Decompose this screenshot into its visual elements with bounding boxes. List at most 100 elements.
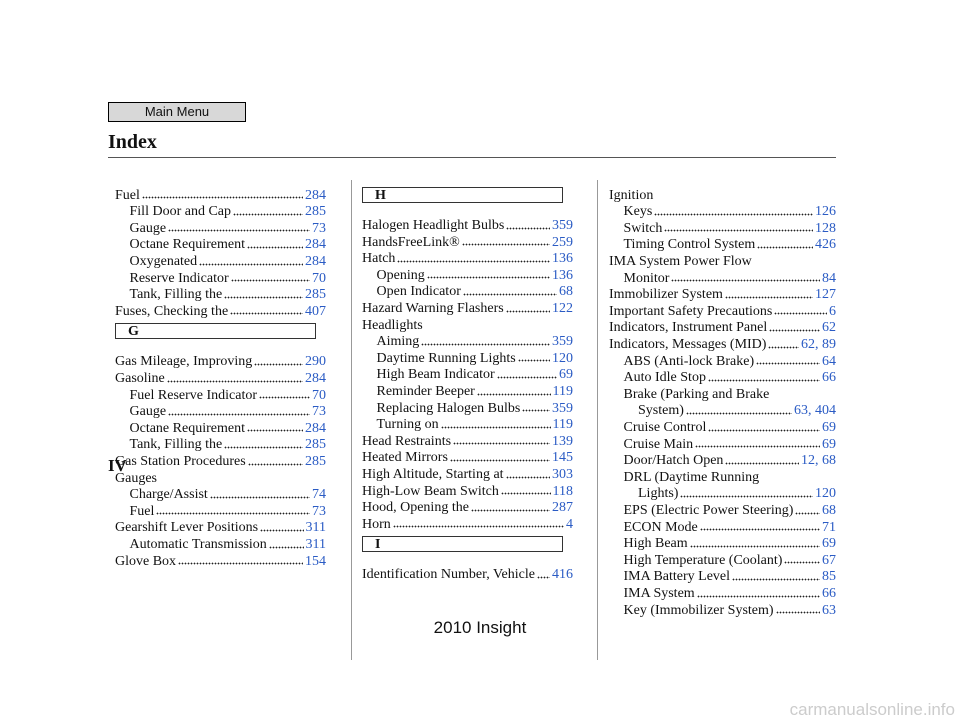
page-link[interactable]: 416 (552, 567, 573, 583)
dot-leader (421, 342, 550, 347)
index-term: Cruise Main (623, 436, 694, 452)
page-link[interactable]: 407 (305, 303, 326, 319)
page-link[interactable]: 70 (312, 387, 326, 403)
page-link[interactable]: 136 (552, 251, 573, 267)
page-link[interactable]: 66 (822, 585, 836, 601)
page-link[interactable]: 284 (305, 420, 326, 436)
page-link[interactable]: 69 (822, 436, 836, 452)
page-link[interactable]: 62, 89 (801, 337, 836, 353)
page-link[interactable]: 139 (552, 433, 573, 449)
index-term: EPS (Electric Power Steering) (623, 502, 794, 518)
page-link[interactable]: 119 (552, 417, 573, 433)
page-link[interactable]: 68 (822, 502, 836, 518)
dot-leader (470, 508, 550, 513)
page-link[interactable]: 128 (815, 220, 836, 236)
page-link[interactable]: 426 (815, 237, 836, 253)
index-row: Headlights (362, 318, 573, 335)
page-link[interactable]: 69 (822, 536, 836, 552)
dot-leader (259, 396, 310, 401)
page-link[interactable]: 285 (305, 454, 326, 469)
page-link[interactable]: 359 (552, 334, 573, 350)
page-link[interactable]: 69 (559, 367, 573, 383)
dot-leader (247, 462, 303, 467)
page-link[interactable]: 284 (305, 371, 326, 387)
page-link[interactable]: 63 (822, 602, 836, 618)
index-row: Gearshift Lever Positions 311 (115, 520, 326, 537)
main-menu-button[interactable]: Main Menu (108, 102, 246, 122)
page-link[interactable]: 63, 404 (794, 403, 836, 419)
page-link[interactable]: 359 (552, 400, 573, 416)
page-link[interactable]: 284 (305, 254, 326, 270)
page-link[interactable]: 285 (305, 287, 326, 303)
page-link[interactable]: 311 (305, 536, 326, 552)
index-term: Timing Control System (623, 237, 756, 253)
index-term: Oxygenated (129, 254, 198, 270)
index-term: Identification Number, Vehicle (362, 567, 535, 583)
page-link[interactable]: 67 (822, 552, 836, 568)
page-link[interactable]: 120 (552, 350, 573, 366)
page-title: Index (108, 131, 157, 153)
index-row: ECON Mode 71 (609, 519, 837, 537)
page-link[interactable]: 145 (552, 450, 573, 466)
page-link[interactable]: 136 (552, 267, 573, 283)
page-link[interactable]: 303 (552, 466, 573, 482)
page-link[interactable]: 285 (305, 204, 326, 220)
index-term: Door/Hatch Open (623, 453, 724, 469)
page-link[interactable]: 285 (305, 437, 326, 453)
dot-leader (769, 329, 820, 334)
page-link[interactable]: 12, 68 (801, 453, 836, 469)
dot-leader (168, 229, 310, 234)
page-link[interactable]: 68 (559, 284, 573, 300)
index-row: Fuses, Checking the 407 (115, 304, 326, 321)
index-row: High Altitude, Starting at 303 (362, 467, 573, 484)
page-link[interactable]: 74 (312, 487, 326, 503)
page-link[interactable]: 120 (815, 486, 836, 502)
page-link[interactable]: 73 (312, 220, 326, 236)
page-link[interactable]: 122 (552, 300, 573, 316)
page-link[interactable]: 73 (312, 503, 326, 519)
index-row: Fuel 284 (115, 188, 326, 205)
index-row: High Temperature (Coolant) 67 (609, 552, 837, 570)
page-link[interactable]: 69 (822, 420, 836, 435)
page-link[interactable]: 73 (312, 404, 326, 420)
index-term: Heated Mirrors (362, 450, 448, 466)
index-term: Fill Door and Cap (129, 204, 232, 220)
page-link[interactable]: 62 (822, 320, 836, 336)
dot-leader (689, 544, 820, 549)
index-term: IMA System Power Flow (609, 254, 752, 270)
index-row: Gauge 73 (115, 404, 327, 421)
page-link[interactable]: 287 (552, 500, 573, 516)
page-link[interactable]: 311 (305, 520, 326, 536)
dot-leader (268, 545, 304, 550)
page-link[interactable]: 259 (552, 234, 573, 250)
page-link[interactable]: 119 (552, 383, 573, 399)
page-link[interactable]: 64 (822, 353, 836, 369)
page-link[interactable]: 6 (829, 303, 836, 319)
page-link[interactable]: 359 (552, 218, 573, 233)
page-link[interactable]: 127 (815, 287, 836, 303)
page-link[interactable]: 118 (552, 483, 573, 499)
index-term: Fuel (129, 503, 155, 519)
model-footer: 2010 Insight (433, 618, 527, 637)
index-term: Replacing Halogen Bulbs (376, 400, 521, 416)
page-link[interactable]: 70 (312, 270, 326, 286)
page-link[interactable]: 284 (305, 187, 326, 203)
page-link[interactable]: 66 (822, 370, 836, 386)
index-row: Identification Number, Vehicle 416 (362, 567, 573, 584)
index-row: Horn 4 (362, 517, 573, 534)
page-link[interactable]: 85 (822, 569, 836, 585)
dot-leader (768, 345, 799, 350)
page-link[interactable]: 71 (822, 519, 836, 535)
index-column: H Halogen Headlight Bulbs 359 HandsFreeLink… (362, 187, 573, 584)
index-term: Switch (623, 220, 663, 236)
page-link[interactable]: 4 (566, 516, 573, 532)
page-link[interactable]: 84 (822, 270, 836, 286)
index-term: Hazard Warning Flashers (362, 300, 504, 316)
dot-leader (166, 379, 303, 384)
page-link[interactable]: 290 (305, 354, 326, 370)
dot-leader (233, 212, 303, 217)
page-link[interactable]: 126 (815, 204, 836, 220)
index-row: Turning on 119 (362, 417, 574, 434)
page-link[interactable]: 284 (305, 237, 326, 253)
page-link[interactable]: 154 (305, 553, 326, 569)
